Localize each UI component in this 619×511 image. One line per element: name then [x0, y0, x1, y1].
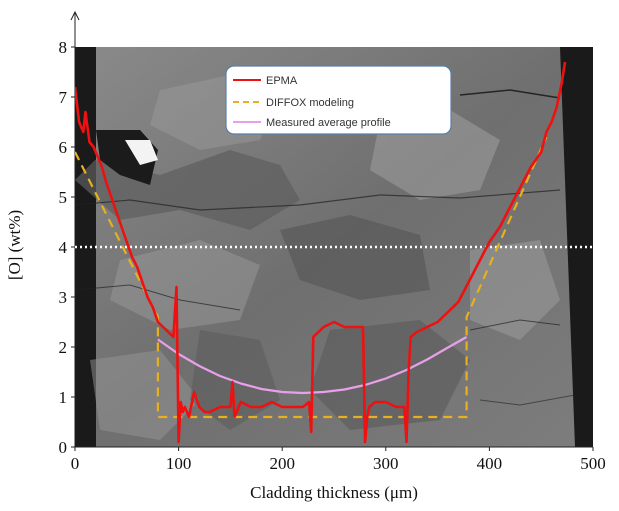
legend-box	[225, 65, 452, 135]
y-tick-label: 0	[59, 438, 68, 457]
x-tick-label: 400	[477, 454, 503, 473]
x-tick-label: 200	[269, 454, 295, 473]
legend-label-epma: EPMA	[266, 75, 298, 87]
x-tick-label: 300	[373, 454, 399, 473]
y-tick-label: 3	[59, 288, 68, 307]
x-tick-label: 500	[580, 454, 606, 473]
y-tick-label: 8	[59, 38, 68, 57]
x-tick-label: 100	[166, 454, 192, 473]
y-ticks: 0 1 2 3 4 5 6 7 8	[59, 38, 75, 457]
x-tick-label: 0	[71, 454, 80, 473]
y-tick-label: 6	[59, 138, 68, 157]
legend-label-diffox: DIFFOX modeling	[266, 97, 354, 109]
y-tick-label: 5	[59, 188, 68, 207]
y-tick-label: 1	[59, 388, 68, 407]
x-axis-label: Cladding thickness (μm)	[250, 483, 418, 502]
axes	[70, 10, 593, 448]
y-tick-label: 2	[59, 338, 68, 357]
y-axis-label: [O] (wt%)	[5, 210, 24, 280]
legend: EPMA DIFFOX modeling Measured average pr…	[225, 65, 452, 135]
y-tick-label: 4	[59, 238, 68, 257]
series-layer	[75, 61, 567, 444]
x-ticks: 0 100 200 300 400 500	[71, 447, 606, 473]
y-tick-label: 7	[59, 88, 68, 107]
y-axis-arrow	[70, 10, 80, 21]
series-line-epma	[75, 61, 567, 444]
legend-label-average: Measured average profile	[266, 117, 391, 129]
